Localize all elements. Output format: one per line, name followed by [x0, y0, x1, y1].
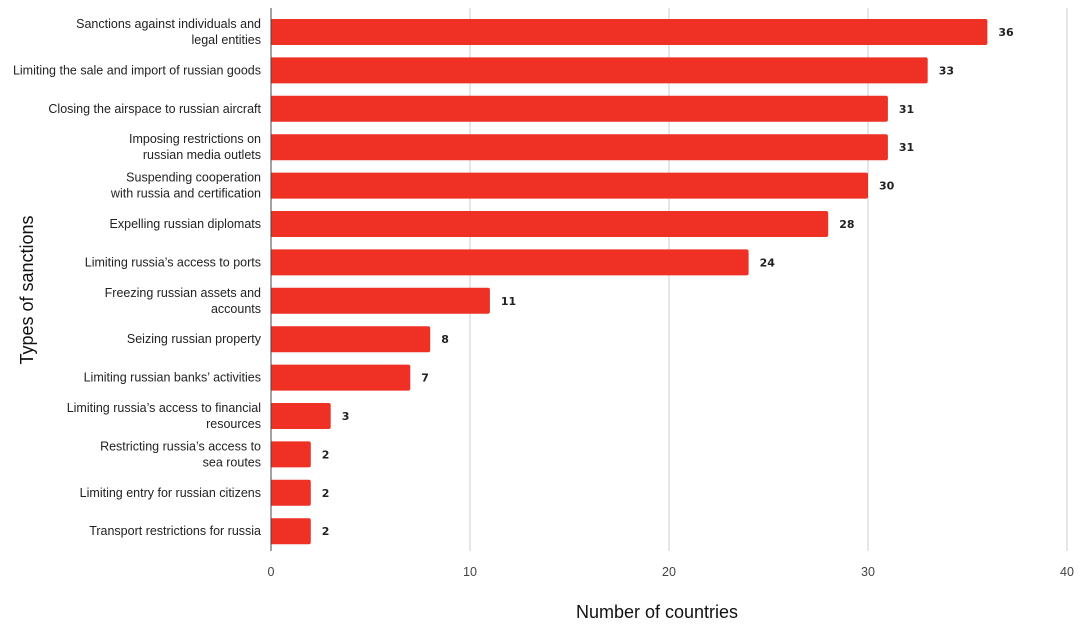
value-label: 31: [899, 141, 914, 154]
value-label: 2: [322, 487, 330, 500]
value-label: 31: [899, 103, 914, 116]
x-tick-label: 10: [463, 565, 477, 579]
category-label: Expelling russian diplomats: [110, 217, 261, 231]
bar: [271, 441, 311, 468]
category-label: Restricting russia’s access to sea routes: [100, 439, 261, 469]
value-label: 30: [879, 180, 895, 193]
x-tick-labels: 0 10 20 30 40: [268, 565, 1074, 579]
category-label: Imposing restrictions on russian media ou…: [129, 132, 261, 162]
x-tick-label: 40: [1060, 565, 1074, 579]
category-label: Suspending cooperation with russia and ce…: [110, 171, 261, 201]
bar: [271, 19, 988, 45]
category-label: Limiting russian banks’ activities: [84, 371, 261, 385]
bar: [271, 479, 311, 506]
category-label: Seizing russian property: [127, 332, 262, 346]
x-tick-label: 30: [861, 565, 875, 579]
x-axis-title: Number of countries: [576, 602, 738, 622]
bar: [271, 57, 928, 84]
grid-lines: [469, 8, 1068, 551]
bar: [271, 364, 411, 391]
value-label: 24: [760, 256, 776, 269]
x-tick-label: 0: [268, 565, 275, 579]
bars: [271, 19, 988, 545]
x-tick-label: 20: [662, 565, 676, 579]
category-label: Transport restrictions for russia: [89, 524, 261, 538]
bar: [271, 518, 311, 545]
bar: [271, 287, 490, 314]
category-label: Sanctions against individuals and legal e…: [76, 17, 261, 47]
value-label: 3: [342, 410, 350, 423]
value-label: 7: [421, 372, 429, 385]
category-label: Freezing russian assets and accounts: [105, 286, 261, 316]
bar: [271, 211, 829, 237]
category-labels: Sanctions against individuals and legal e…: [13, 17, 262, 538]
category-label: Limiting the sale and import of russian …: [13, 63, 261, 77]
category-label: Limiting russia’s access to financial res…: [67, 401, 261, 431]
category-label: Limiting russia’s access to ports: [85, 255, 261, 269]
value-label: 33: [939, 64, 954, 77]
value-label: 28: [839, 218, 854, 231]
bar: [271, 95, 888, 122]
bar: [271, 403, 331, 429]
value-label: 2: [322, 525, 330, 538]
value-label: 8: [441, 333, 449, 346]
bar: [271, 134, 888, 161]
bar: [271, 172, 868, 199]
value-label: 36: [998, 26, 1014, 39]
value-labels: 36 33 31 31 30 28 24 11 8 7 3 2 2 2: [322, 26, 1014, 538]
bar: [271, 249, 749, 276]
category-label: Limiting entry for russian citizens: [80, 486, 261, 500]
category-label: Closing the airspace to russian aircraft: [48, 102, 261, 116]
value-label: 2: [322, 448, 330, 461]
value-label: 11: [501, 295, 516, 308]
y-axis-title: Types of sanctions: [17, 215, 37, 364]
bar: [271, 326, 431, 353]
